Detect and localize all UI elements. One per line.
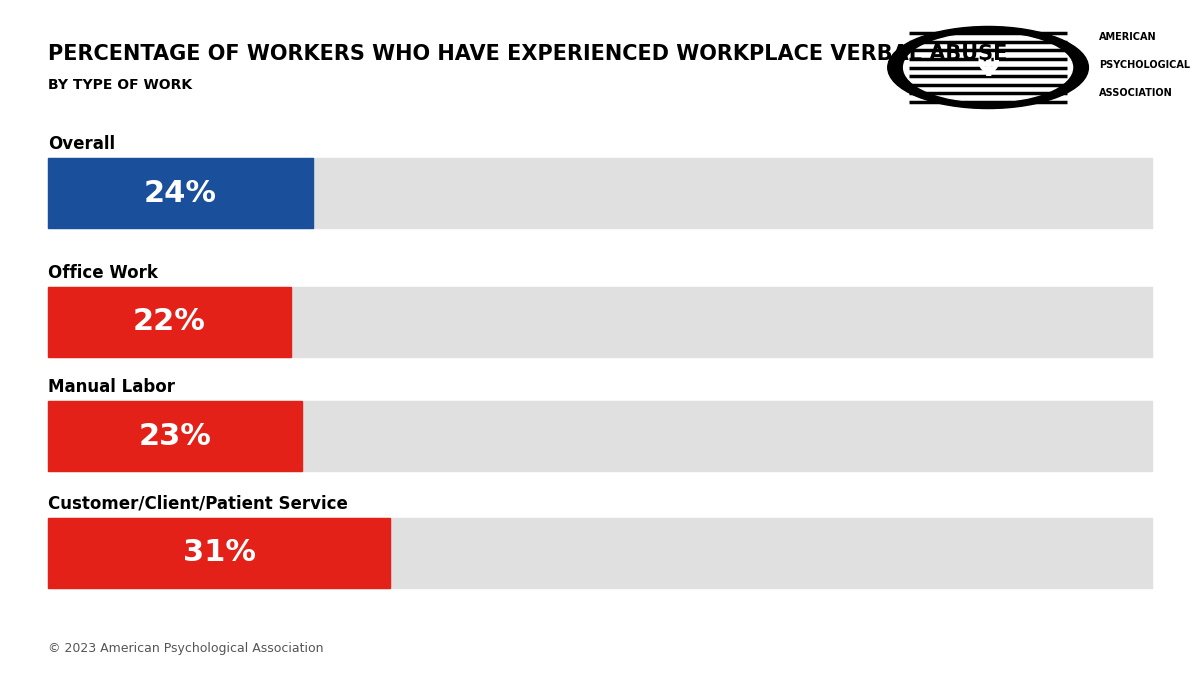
Text: © 2023 American Psychological Association: © 2023 American Psychological Associatio… xyxy=(48,642,324,655)
Text: 24%: 24% xyxy=(144,179,217,208)
Text: PERCENTAGE OF WORKERS WHO HAVE EXPERIENCED WORKPLACE VERBAL ABUSE: PERCENTAGE OF WORKERS WHO HAVE EXPERIENC… xyxy=(48,44,1007,64)
Text: 22%: 22% xyxy=(133,308,206,336)
Bar xyxy=(48,518,1152,588)
Text: Office Work: Office Work xyxy=(48,264,158,282)
Text: PSYCHOLOGICAL: PSYCHOLOGICAL xyxy=(1099,60,1190,70)
Bar xyxy=(48,287,290,357)
Bar xyxy=(48,401,302,471)
Text: ASSOCIATION: ASSOCIATION xyxy=(1099,88,1172,99)
Circle shape xyxy=(904,33,1073,102)
Bar xyxy=(48,401,1152,471)
Text: 23%: 23% xyxy=(138,422,211,451)
Text: Overall: Overall xyxy=(48,135,115,153)
Circle shape xyxy=(888,26,1088,109)
Bar xyxy=(48,158,1152,228)
Bar xyxy=(48,518,390,588)
Text: Ψ: Ψ xyxy=(977,53,1000,82)
Bar xyxy=(48,287,1152,357)
Text: Manual Labor: Manual Labor xyxy=(48,378,175,396)
Text: 31%: 31% xyxy=(182,539,256,567)
Text: AMERICAN: AMERICAN xyxy=(1099,32,1157,43)
Text: Customer/Client/Patient Service: Customer/Client/Patient Service xyxy=(48,495,348,513)
Bar xyxy=(48,158,313,228)
Text: BY TYPE OF WORK: BY TYPE OF WORK xyxy=(48,78,192,92)
